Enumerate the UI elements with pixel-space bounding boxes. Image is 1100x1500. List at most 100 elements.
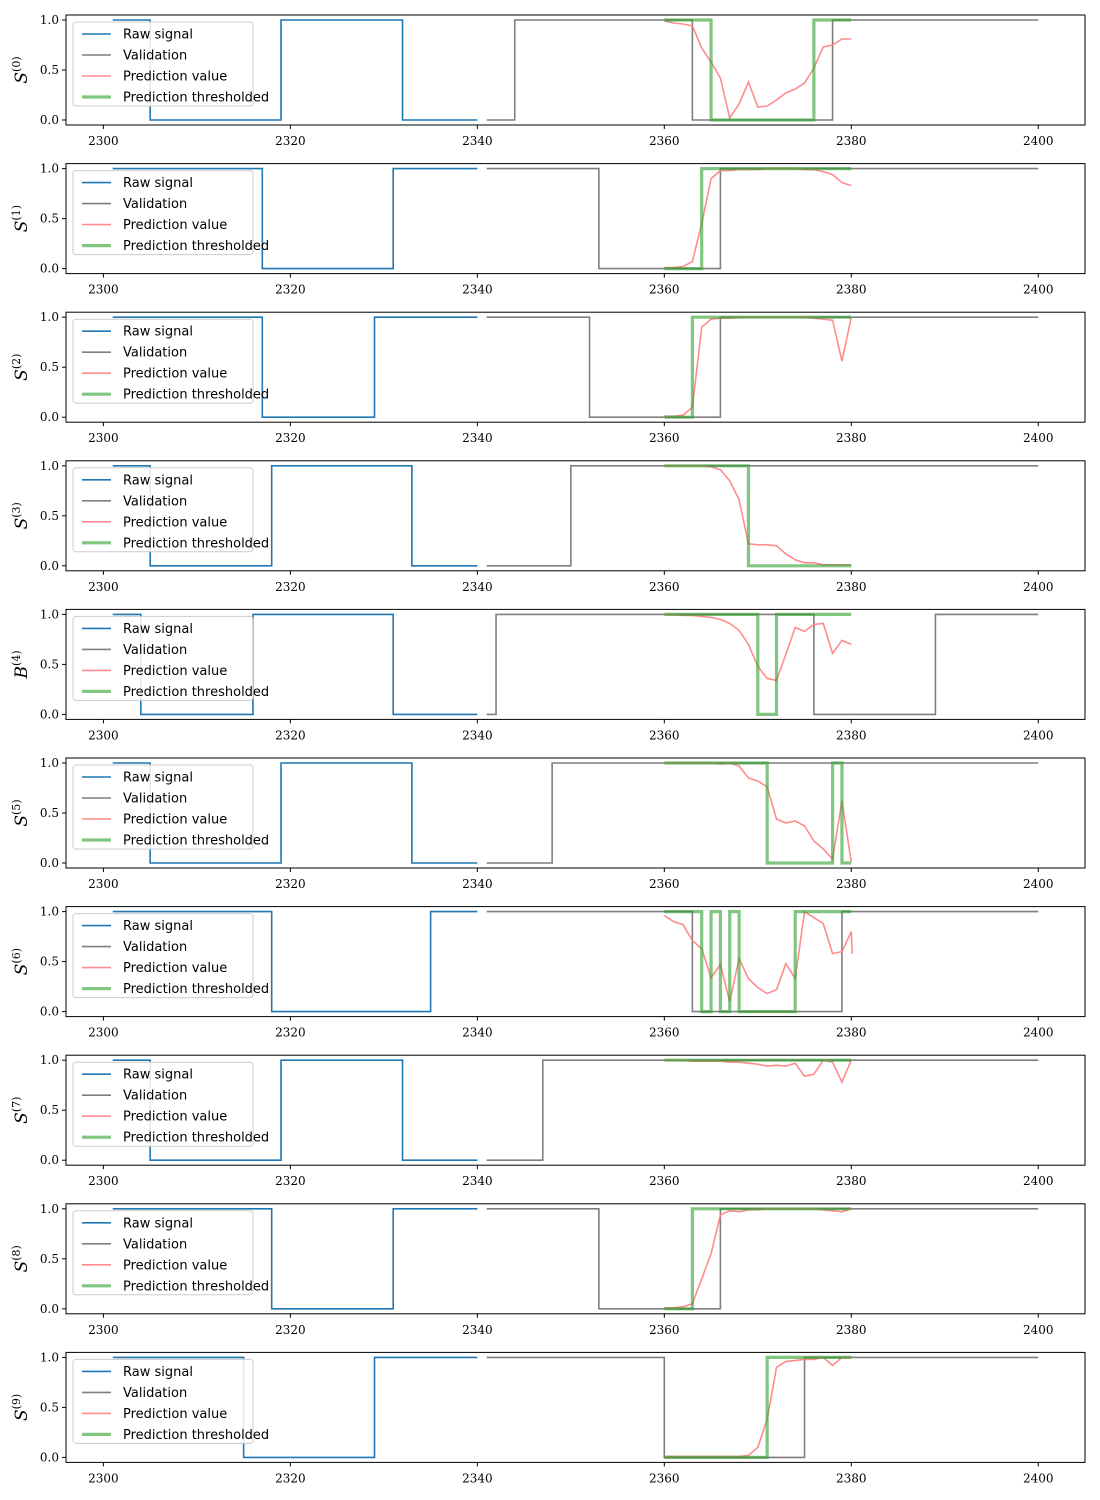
series-line-raw-signal (112, 910, 478, 1013)
x-tick-label: 2340 (462, 1323, 493, 1337)
y-axis-label-superscript: (1) (10, 205, 23, 221)
x-tick-label: 2400 (1023, 1323, 1054, 1337)
panel-6: 2300 2320 2340 2360 2380 2400 0.0 0.5 1.0 S(6) Raw… (10, 905, 1086, 1040)
legend-box (72, 21, 254, 107)
y-tick-label: 0.0 (40, 1005, 59, 1019)
legend-box (72, 170, 254, 256)
y-tick-label: 1.0 (40, 607, 59, 621)
y-axis-label-superscript: (0) (10, 56, 23, 72)
x-tick-label: 2300 (88, 134, 119, 148)
legend-entry: Prediction value (123, 1407, 227, 1422)
series-line-raw-signal (112, 1356, 478, 1459)
y-tick-label: 1.0 (40, 905, 59, 919)
x-tick-label: 2360 (649, 431, 680, 445)
series-line-prediction-thresholded (664, 18, 852, 122)
legend-entry: Prediction value (123, 218, 227, 233)
y-axis-label: S(1) (10, 205, 32, 232)
legend: Raw signal Validation Prediction value Pred… (72, 467, 269, 553)
legend: Raw signal Validation Prediction value Pred… (72, 21, 269, 107)
y-tick-label: 0.5 (40, 63, 59, 77)
y-tick-label: 1.0 (40, 1202, 59, 1216)
series-line-validation (486, 465, 1039, 567)
y-axis-label: S(5) (10, 799, 32, 826)
x-tick-label: 2320 (275, 877, 306, 891)
panel-5: 2300 2320 2340 2360 2380 2400 0.0 0.5 1.0 S(5) Raw… (10, 756, 1086, 891)
y-tick-label: 0.0 (40, 1153, 59, 1167)
y-axis-label: B(4) (10, 650, 32, 679)
y-axis-label-superscript: (4) (10, 650, 23, 666)
x-tick-label: 2320 (275, 580, 306, 594)
series-line-validation (486, 762, 1039, 864)
y-axis-label-superscript: (6) (10, 948, 23, 964)
y-tick-label: 0.5 (40, 1400, 59, 1414)
legend-entry: Raw signal (123, 771, 193, 786)
series-line-raw-signal (112, 316, 478, 418)
legend-entry: Validation (123, 643, 187, 658)
legend: Raw signal Validation Prediction value Pred… (72, 1358, 269, 1444)
x-tick-label: 2340 (462, 728, 493, 742)
legend-entry: Validation (123, 197, 187, 212)
legend-entry: Raw signal (123, 176, 193, 191)
x-tick-label: 2380 (836, 1026, 867, 1040)
legend-entry: Prediction thresholded (123, 239, 269, 254)
x-tick-label: 2320 (275, 283, 306, 297)
series-line-prediction-thresholded (664, 910, 852, 1014)
legend-entry: Raw signal (123, 325, 193, 340)
legend-entry: Prediction value (123, 813, 227, 828)
x-tick-label: 2320 (275, 431, 306, 445)
x-tick-label: 2380 (836, 580, 867, 594)
series-group (112, 167, 1039, 271)
x-tick-label: 2340 (462, 1471, 493, 1485)
y-tick-label: 1.0 (40, 756, 59, 770)
y-tick-label: 0.5 (40, 1103, 59, 1117)
y-axis-label-superscript: (5) (10, 799, 23, 815)
series-group (112, 910, 1039, 1014)
series-line-raw-signal (112, 1208, 478, 1310)
x-tick-label: 2360 (649, 877, 680, 891)
series-line-validation (486, 1208, 1039, 1310)
legend-box (72, 913, 254, 999)
legend-entry: Prediction thresholded (123, 1428, 269, 1443)
x-tick-label: 2340 (462, 877, 493, 891)
legend-entry: Prediction thresholded (123, 536, 269, 551)
x-tick-label: 2320 (275, 134, 306, 148)
series-line-validation (486, 1356, 1039, 1459)
y-tick-label: 0.5 (40, 806, 59, 820)
series-line-prediction-value (664, 167, 852, 269)
x-tick-label: 2400 (1023, 134, 1054, 148)
x-tick-label: 2380 (836, 431, 867, 445)
legend-entry: Raw signal (123, 919, 193, 934)
y-tick-label: 1.0 (40, 459, 59, 473)
x-tick-label: 2380 (836, 877, 867, 891)
series-line-validation (486, 1059, 1039, 1161)
x-tick-label: 2400 (1023, 728, 1054, 742)
y-axis-label: S(8) (10, 1245, 32, 1272)
y-tick-label: 0.0 (40, 113, 59, 127)
legend-entry: Prediction thresholded (123, 1131, 269, 1146)
x-tick-label: 2360 (649, 1174, 680, 1188)
legend-entry: Prediction thresholded (123, 1279, 269, 1294)
x-tick-label: 2300 (88, 1026, 119, 1040)
legend-entry: Prediction value (123, 367, 227, 382)
series-line-prediction-value (664, 1356, 852, 1458)
x-tick-label: 2320 (275, 1323, 306, 1337)
y-tick-label: 0.0 (40, 856, 59, 870)
series-line-prediction-thresholded (664, 761, 852, 865)
legend-entry: Prediction value (123, 1258, 227, 1273)
y-tick-label: 0.0 (40, 262, 59, 276)
y-tick-label: 0.0 (40, 559, 59, 573)
series-line-prediction-value (664, 20, 852, 120)
series-line-prediction-value (664, 762, 853, 863)
panel-3: 2300 2320 2340 2360 2380 2400 0.0 0.5 1.0 S(3) Raw… (10, 459, 1086, 594)
legend: Raw signal Validation Prediction value Pred… (72, 1210, 269, 1296)
y-tick-label: 0.0 (40, 707, 59, 721)
legend-entry: Validation (123, 1386, 187, 1401)
legend-entry: Raw signal (123, 622, 193, 637)
legend-box (72, 615, 254, 701)
y-axis-label: S(2) (10, 354, 32, 381)
y-axis-label: S(6) (10, 948, 32, 975)
legend-entry: Prediction thresholded (123, 91, 269, 106)
series-line-prediction-thresholded (664, 464, 852, 568)
series-group (112, 315, 1039, 419)
